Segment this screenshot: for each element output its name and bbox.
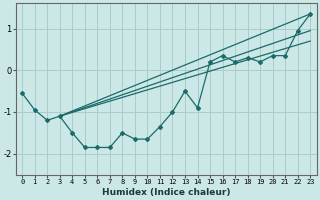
X-axis label: Humidex (Indice chaleur): Humidex (Indice chaleur) [102,188,230,197]
